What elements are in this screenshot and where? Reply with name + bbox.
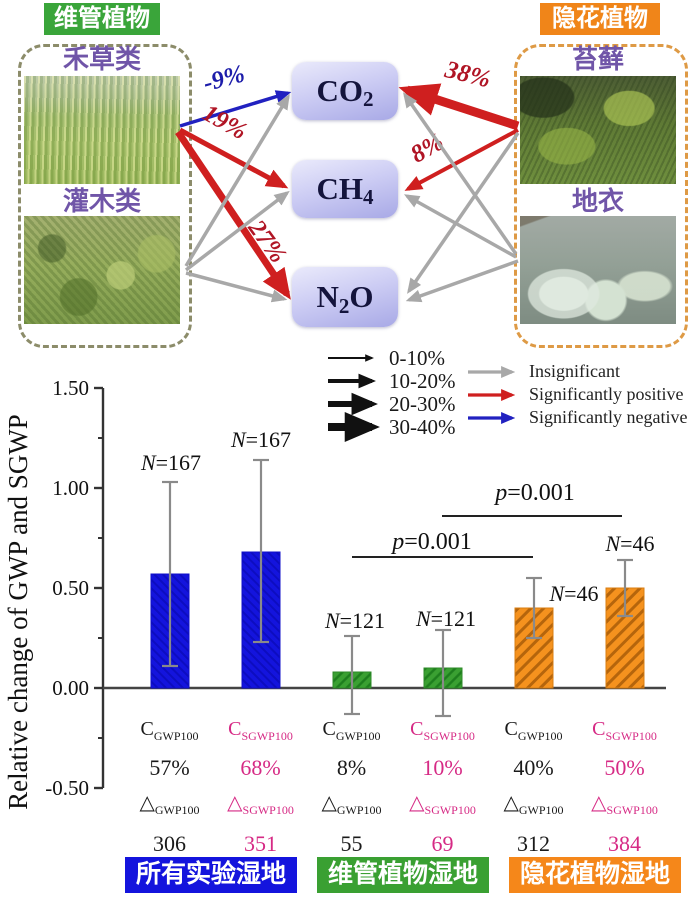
n-label: N=121 [415, 606, 476, 631]
delta-symbol: △SGWP100 [227, 792, 294, 817]
footer-measure-columns: CGWP100 57% △GWP100 306 CSGWP100 68% △SGWP100 3… [124, 714, 670, 860]
delta-symbol: △GWP100 [139, 792, 200, 817]
p-value-label: p=0.001 [493, 480, 575, 506]
lichen-photo [520, 216, 676, 324]
arrow-label-moss-CH4: 8% [406, 128, 448, 168]
delta-value: 384 [608, 831, 641, 856]
n-label: N=46 [604, 531, 654, 556]
footer-column-1: CSGWP100 68% △SGWP100 351 [215, 714, 306, 860]
c-symbol: CSGWP100 [592, 718, 657, 743]
footer-column-4: CGWP100 40% △GWP100 312 [488, 714, 579, 860]
shrub-label: 灌木类 [62, 187, 141, 216]
arrow-moss-to-CO2 [398, 83, 520, 131]
arrow-label-moss-CO2: 38% [441, 56, 493, 94]
c-symbol: CSGWP100 [228, 718, 293, 743]
percent-value: 40% [513, 755, 554, 780]
co2-main: CO [316, 73, 364, 108]
delta-value: 55 [340, 831, 363, 856]
ch4-main: CH [316, 171, 364, 206]
delta-value: 69 [431, 831, 454, 856]
bar [150, 573, 190, 689]
arrow-moss-to-N2O [407, 132, 520, 294]
delta-symbol: △SGWP100 [591, 792, 658, 817]
legend-size-0-10: 0-10% [389, 346, 445, 370]
moss-photo [520, 76, 676, 184]
n-label: N=167 [140, 450, 201, 475]
n-label: N=167 [230, 427, 291, 452]
arrow-shrub-to-CH4 [184, 190, 290, 272]
arrow-label-grass-CO2: -9% [200, 60, 247, 97]
arrow-shrub-to-CO2 [184, 94, 290, 267]
legend-size-10-20: 10-20% [389, 369, 456, 393]
legend-sig-negative: Significantly negative [529, 407, 688, 427]
arrow-shrub-to-N2O [185, 271, 288, 303]
arrow-lichen-to-CH4 [403, 194, 517, 259]
bar [605, 587, 645, 689]
y-tick-label: 1.50 [52, 376, 89, 400]
n2o-main: N [316, 279, 339, 314]
c-symbol: CSGWP100 [410, 718, 475, 743]
delta-symbol: △SGWP100 [409, 792, 476, 817]
delta-value: 312 [517, 831, 550, 856]
arrow-label-grass-CH4: 19% [198, 100, 251, 146]
grass-label: 禾草类 [62, 45, 141, 74]
group-box-all-wetlands: 所有实验湿地 [125, 857, 297, 893]
moss-label: 苔藓 [571, 45, 624, 74]
grass-photo [24, 76, 180, 184]
legend-sig-positive: Significantly positive [529, 384, 684, 404]
arrow-grass-to-CH4 [178, 127, 289, 189]
footer-column-0: CGWP100 57% △GWP100 306 [124, 714, 215, 860]
delta-value: 351 [244, 831, 277, 856]
co2-box: CO 2 [292, 62, 398, 120]
n2o-post: O [349, 279, 374, 314]
arrow-moss-to-CH4 [404, 128, 519, 191]
footer-column-5: CSGWP100 50% △SGWP100 384 [579, 714, 670, 860]
c-symbol: CGWP100 [504, 718, 563, 743]
n-label: N=121 [324, 608, 385, 633]
shrub-photo [24, 216, 180, 324]
co2-sub: 2 [363, 87, 374, 111]
ch4-sub: 4 [363, 185, 374, 209]
arrow-label-grass-N2O: 27% [242, 214, 291, 268]
bar [332, 671, 372, 689]
y-axis-title: Relative change of GWP and SGWP [3, 414, 33, 810]
arrow-grass-to-N2O [175, 130, 291, 300]
delta-symbol: △GWP100 [503, 792, 564, 817]
delta-value: 306 [153, 831, 186, 856]
y-tick-label: 0.00 [52, 676, 89, 700]
percent-value: 68% [240, 755, 281, 780]
lichen-label: 地衣 [571, 187, 624, 216]
c-symbol: CGWP100 [322, 718, 381, 743]
group-box-cryptogam-wetlands: 隐花植物湿地 [509, 857, 681, 893]
legend-size-20-30: 20-30% [389, 392, 456, 416]
bar [423, 667, 463, 689]
legend-size-30-40: 30-40% [389, 415, 456, 439]
percent-value: 10% [422, 755, 463, 780]
delta-symbol: △GWP100 [321, 792, 382, 817]
percent-value: 8% [336, 755, 367, 780]
footer-column-3: CSGWP100 10% △SGWP100 69 [397, 714, 488, 860]
bar [241, 551, 281, 689]
n-label: N=46 [548, 581, 598, 606]
p-value-label: p=0.001 [390, 529, 472, 555]
y-tick-label: 0.50 [52, 576, 89, 600]
arrow-lichen-to-N2O [405, 259, 519, 303]
ch4-box: CH 4 [292, 160, 398, 218]
legend-insignificant: Insignificant [529, 361, 620, 381]
percent-value: 57% [149, 755, 190, 780]
arrow-grass-to-CO2 [179, 90, 292, 128]
arrow-lichen-to-CO2 [403, 92, 518, 256]
y-tick-label: 1.00 [52, 476, 89, 500]
footer-column-2: CGWP100 8% △GWP100 55 [306, 714, 397, 860]
vascular-plants-tag: 维管植物 [44, 3, 160, 35]
group-box-vascular-wetlands: 维管植物湿地 [317, 857, 489, 893]
c-symbol: CGWP100 [140, 718, 199, 743]
n2o-sub: 2 [338, 294, 350, 318]
bar [514, 607, 554, 689]
cryptogams-tag: 隐花植物 [540, 3, 660, 35]
y-tick-label: -0.50 [45, 776, 89, 800]
percent-value: 50% [604, 755, 645, 780]
